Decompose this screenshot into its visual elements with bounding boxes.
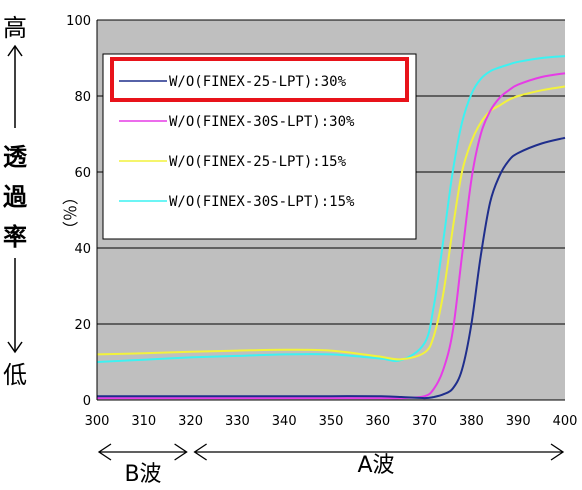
y-tick-label: 20: [74, 318, 91, 333]
b-wave-arrow-left-head: [97, 443, 112, 461]
y-tick-label: 40: [74, 242, 91, 257]
legend-label-4: W/O(FINEX-30S-LPT):15%: [169, 194, 355, 210]
side-label-low: 低: [3, 361, 27, 389]
y-tick-label: 80: [74, 90, 91, 105]
x-tick-label: 300: [85, 414, 110, 429]
series-line-3: [96, 85, 566, 361]
side-label-transmittance-3: 率: [3, 223, 27, 251]
legend-label-1: W/O(FINEX-25-LPT):30%: [169, 74, 347, 90]
x-tick-label: 340: [272, 414, 297, 429]
x-tick-labels: 300 310 320 330 340 350 360 370 380 390 400: [85, 414, 578, 429]
x-tick-label: 370: [412, 414, 437, 429]
series-line-1: [96, 136, 566, 400]
a-wave-label: A波: [357, 453, 394, 478]
y-tick-label: 60: [74, 166, 91, 181]
arrow-down-head: [7, 341, 23, 354]
b-wave-label: B波: [124, 462, 161, 487]
x-tick-label: 360: [365, 414, 390, 429]
a-wave-arrow-right-head: [550, 443, 565, 461]
a-wave-arrow-left-head: [193, 443, 207, 461]
x-tick-label: 350: [319, 414, 344, 429]
x-tick-label: 330: [225, 414, 250, 429]
legend-highlight-box: [110, 57, 409, 102]
x-tick-label: 400: [553, 414, 578, 429]
wavelength-bands: B波 A波: [97, 443, 565, 487]
arrow-up-head: [7, 44, 23, 57]
legend-label-3: W/O(FINEX-25-LPT):15%: [169, 154, 347, 170]
legend-box: [102, 53, 417, 240]
side-label-transmittance-1: 透: [3, 143, 28, 171]
y-axis-label: （％）: [60, 189, 79, 237]
legend: W/O(FINEX-25-LPT):30% W/O(FINEX-30S-LPT):…: [102, 53, 417, 240]
x-tick-label: 380: [459, 414, 484, 429]
y-tick-label: 100: [66, 14, 91, 29]
x-tick-label: 390: [506, 414, 531, 429]
legend-label-2: W/O(FINEX-30S-LPT):30%: [169, 114, 355, 130]
b-wave-arrow-right-head: [174, 443, 188, 461]
series-line-2: [97, 72, 566, 400]
series-line-4: [96, 55, 566, 363]
series-lines: [96, 55, 566, 400]
side-label-high: 高: [3, 14, 27, 42]
x-tick-label: 310: [131, 414, 156, 429]
x-tick-label: 320: [178, 414, 203, 429]
y-tick-label: 0: [83, 394, 91, 409]
side-label-transmittance-2: 過: [3, 183, 28, 211]
y-tick-labels: 0 20 40 60 80 100: [66, 14, 91, 409]
